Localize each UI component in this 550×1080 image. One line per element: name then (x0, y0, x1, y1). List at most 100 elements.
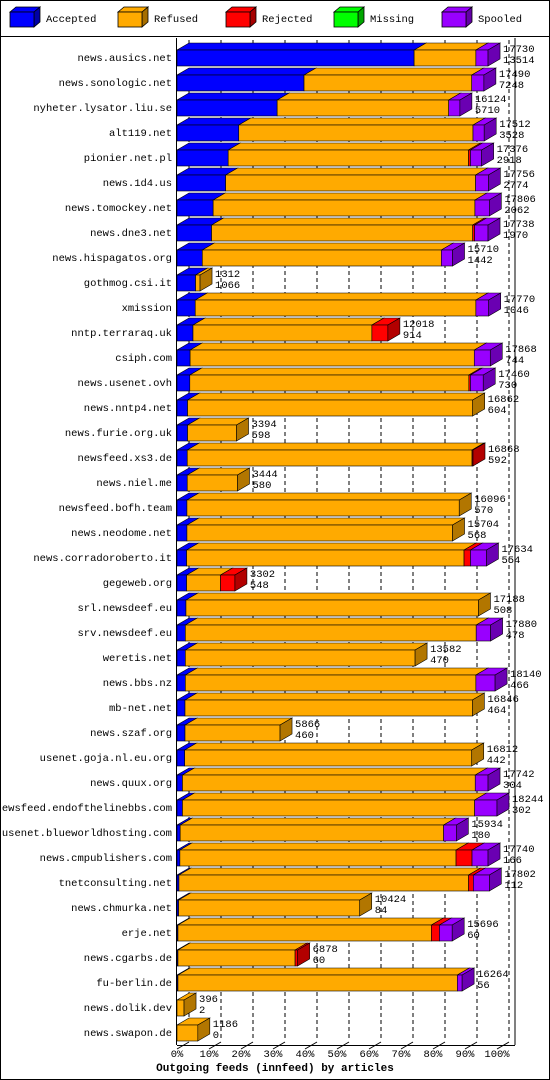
bar-top (302, 67, 485, 76)
category-label: gegeweb.org (103, 578, 172, 590)
total-label: 15934 (471, 819, 503, 831)
bar-side-shade (472, 693, 485, 716)
bar-side-shade (488, 43, 501, 66)
category-label: news.niel.me (96, 478, 172, 490)
bar (186, 499, 460, 517)
bar-side-shade (497, 793, 509, 816)
accepted-label: 180 (471, 830, 490, 842)
accepted-label: 304 (503, 780, 522, 792)
accepted-label: 604 (488, 405, 507, 417)
bar-side (199, 267, 213, 292)
bar (176, 299, 196, 317)
bar (195, 274, 201, 292)
legend-swatch (117, 11, 143, 28)
bar-side (478, 592, 491, 617)
bar-side-shade (197, 1018, 210, 1041)
bar (185, 674, 477, 692)
bar (185, 599, 479, 617)
tick-mark (464, 1041, 478, 1050)
total-label: 17802 (504, 869, 536, 881)
bar-side-shade (456, 818, 469, 841)
x-axis-title: Outgoing feeds (innfeed) by articles (156, 1063, 394, 1075)
bar (176, 549, 187, 567)
total-label: 16812 (487, 744, 519, 756)
bar-top (177, 867, 482, 876)
bar-top (177, 892, 373, 901)
category-label: alt119.net (109, 128, 172, 140)
total-label: 13582 (430, 644, 462, 656)
bar (470, 149, 482, 167)
accepted-label: 56 (477, 980, 490, 992)
legend-swatch-shade (358, 7, 364, 27)
bar (176, 774, 183, 792)
accepted-label: 460 (295, 730, 314, 742)
bar-side-shade (452, 243, 465, 266)
bar-top (186, 442, 486, 451)
category-label: news.corradoroberto.it (33, 553, 172, 565)
total-label: 1186 (213, 1019, 238, 1031)
bar (185, 649, 416, 667)
accepted-label: 2 (199, 1005, 205, 1017)
total-label: 17880 (506, 619, 538, 631)
bar-side-shade (471, 743, 484, 766)
x-tick-label: 40% (296, 1049, 316, 1061)
accepted-label: 1442 (468, 255, 493, 267)
bar-top (212, 192, 489, 201)
total-label: 17490 (499, 69, 531, 81)
bar-side (489, 342, 503, 367)
bar (448, 99, 461, 117)
bar (413, 49, 477, 67)
bar (176, 149, 229, 167)
bar-side-shade (483, 68, 496, 91)
bar-side (359, 892, 373, 917)
bar-side (489, 192, 502, 217)
bar (176, 349, 191, 367)
bar (303, 74, 473, 92)
bar-top (189, 342, 488, 351)
bar-side-shade (488, 768, 501, 791)
bar-side (471, 742, 485, 767)
bar (470, 374, 484, 392)
tick-mark (176, 1041, 190, 1050)
bar (475, 674, 496, 692)
category-label: erje.net (122, 928, 172, 940)
x-tick-label: 20% (232, 1049, 252, 1061)
bar-side-shade (297, 943, 310, 966)
bar (457, 974, 463, 992)
accepted-label: 7248 (499, 80, 524, 92)
tick-mark (496, 1041, 510, 1050)
bar (471, 849, 489, 867)
bar-side (488, 292, 501, 317)
legend-label: Rejected (262, 14, 312, 26)
bar (176, 699, 186, 717)
legend-swatch-shade (34, 7, 40, 27)
bar-top (176, 942, 309, 951)
legend-swatch (441, 11, 467, 28)
legend-label: Missing (370, 14, 414, 26)
accepted-label: 470 (430, 655, 449, 667)
accepted-label: 554 (501, 555, 520, 567)
bar (176, 224, 212, 242)
accepted-label: 580 (252, 480, 271, 492)
accepted-label: 60 (467, 930, 480, 942)
bar-top (227, 142, 482, 151)
bar-side-shade (237, 468, 250, 491)
bar (179, 824, 444, 842)
bar (179, 849, 457, 867)
x-tick-label: 100% (484, 1049, 510, 1061)
accepted-label: 744 (505, 355, 524, 367)
category-label: news.hispagatos.org (52, 253, 172, 265)
category-label: newsfeed.endofthelinebbs.com (0, 803, 172, 815)
total-label: 17512 (499, 119, 531, 131)
legend-swatch-shade (142, 7, 148, 27)
bar-top (413, 42, 489, 51)
bar-side-shade (490, 343, 503, 366)
bar (220, 574, 236, 592)
total-label: 3394 (252, 419, 277, 431)
accepted-label: 592 (488, 455, 507, 467)
x-tick-label: 70% (392, 1049, 412, 1061)
category-label: news.cmpublishers.com (40, 853, 172, 865)
bar-side (234, 567, 248, 592)
bar (177, 974, 458, 992)
